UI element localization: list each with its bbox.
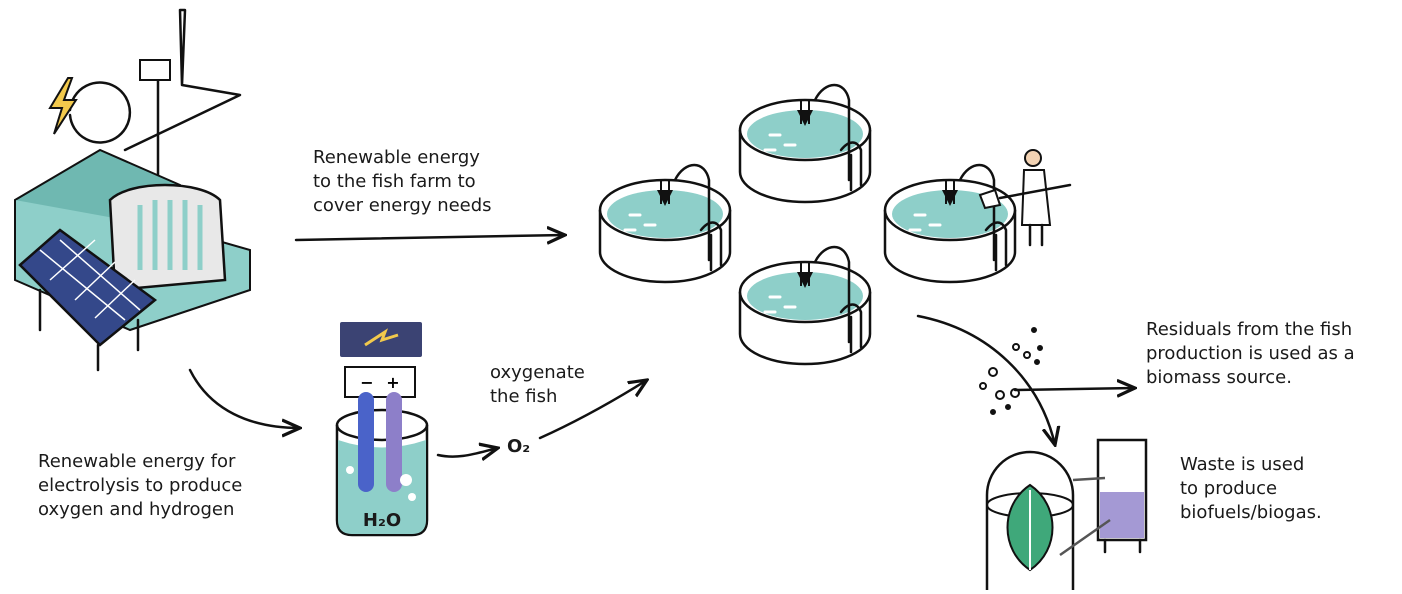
electrolysis [337,322,427,535]
arrow [918,316,1055,445]
label: biomass source. [1146,367,1292,388]
label: oxygenate [490,362,585,383]
label: to produce [1180,478,1277,499]
residual-particles [980,328,1042,414]
arrow [438,448,498,457]
label: Waste is used [1180,454,1304,475]
label: oxygen and hydrogen [38,499,234,520]
label: production is used as a [1146,343,1355,364]
label: + [386,373,399,392]
label: Renewable energy [313,147,480,168]
label: Renewable energy for [38,451,236,472]
arrow [1015,388,1135,390]
diagram: Renewable energy to the fish farm to cov… [0,0,1402,594]
biogas-plant [987,440,1146,590]
label: to the fish farm to [313,171,476,192]
arrow [190,370,300,428]
fish-tanks [600,85,1015,364]
label: H₂O [363,510,401,531]
label: Residuals from the fish [1146,319,1352,340]
label: the fish [490,386,557,407]
label: O₂ [507,436,530,457]
label: biofuels/biogas. [1180,502,1322,523]
label: cover energy needs [313,195,492,216]
label: electrolysis to produce [38,475,242,496]
arrow [296,235,565,240]
energy-plant [15,10,250,370]
label: − [360,373,373,392]
